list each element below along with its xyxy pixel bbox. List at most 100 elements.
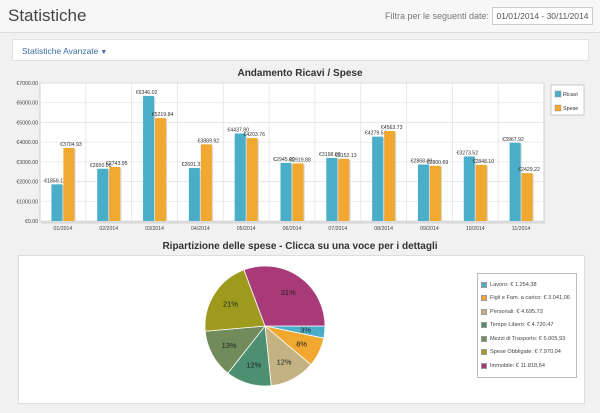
pie-legend-item[interactable]: Tempo Libero: € 4.720,47 [481,319,573,333]
y-tick-label: €6000.00 [16,101,38,107]
bar-spese[interactable] [384,131,396,221]
bar-value-label: €3198.00 [319,152,341,158]
pie-chart: 3% 8% 12% 12% 13% 21% 31% [204,265,326,387]
x-tick-label: 03/2014 [145,226,164,232]
x-tick-label: 04/2014 [191,226,210,232]
y-tick-label: €1000.00 [16,199,38,205]
bar-value-label: €4437.80 [227,128,249,134]
bar-value-label: €2429.22 [518,167,540,173]
pie-slice-label: 3% [300,326,311,335]
bar-spese[interactable] [155,118,167,221]
bar-value-label: €2650.00 [90,163,112,169]
bar-spese[interactable] [246,138,258,221]
pie-legend-item[interactable]: Personali: € 4.695,73 [481,305,573,319]
bar-value-label: €1859.11 [44,178,65,184]
legend-swatch [481,349,487,356]
page-title: Statistiche [8,6,87,25]
advanced-stats-dropdown[interactable]: Statistiche Avanzate ▼ [22,46,107,56]
x-tick-label: 08/2014 [374,226,393,232]
bar-spese[interactable] [475,164,487,221]
legend-swatch [481,322,487,329]
pie-legend-label: Mezzi di Trasporto: € 5.005,93 [490,335,566,342]
pie-legend-label: Immobile: € 11.818,64 [490,362,545,369]
y-tick-label: €2000.00 [16,180,38,186]
pie-legend-item[interactable]: Lavoro: € 1.254,38 [481,278,573,292]
bar-chart-title: Andamento Ricavi / Spese [237,68,363,79]
bar-spese[interactable] [338,158,350,221]
pie-slice-label: 12% [246,361,261,370]
bar-value-label: €3889.92 [198,138,220,144]
bar-spese[interactable] [109,166,121,221]
bar-value-label: €2868.00 [411,158,433,164]
pie-legend-label: Lavoro: € 1.254,38 [490,281,537,288]
bar-value-label: €6346.02 [136,90,158,96]
pie-slice-label: 12% [277,358,292,367]
pie-slice-label: 8% [296,339,307,348]
bar-value-label: €2800.69 [427,160,449,166]
bar-ricavi[interactable] [463,156,475,221]
pie-slice-label: 31% [281,288,296,297]
bar-ricavi[interactable] [509,142,521,221]
pie-legend-label: Personali: € 4.695,73 [490,308,543,315]
advanced-stats-bar: Statistiche Avanzate ▼ [12,39,589,61]
pie-slice-spese-obbligate[interactable] [204,269,266,332]
header-bar: Statistiche Filtra per le seguenti date:… [0,0,600,33]
bar-ricavi[interactable] [417,164,429,221]
legend-swatch [481,308,487,315]
bar-chart-panel: €0.00 €1000.00 €2000.00 €3000.00 €4000.00 €50… [12,80,589,240]
bar-ricavi[interactable] [97,168,109,221]
pie-slice-label: 13% [222,341,237,350]
pie-legend-label: Spese Obbligate: € 7.970,04 [490,349,561,356]
bar-ricavi[interactable] [51,184,63,221]
y-tick-label: €5000.00 [16,120,38,126]
pie-legend: Lavoro: € 1.254,38 Figli e Fam. a carico:… [477,273,577,378]
legend-swatch [554,90,562,98]
bar-ricavi[interactable] [143,95,155,221]
bar-value-label: €2945.00 [273,157,295,163]
legend-label-spese[interactable]: Spese [563,106,578,112]
bar-ricavi[interactable] [188,167,200,221]
legend-swatch [481,335,487,342]
advanced-stats-label: Statistiche Avanzate [22,46,99,56]
pie-slice-immobile[interactable] [243,265,326,327]
bar-chart: €0.00 €1000.00 €2000.00 €3000.00 €4000.00 €50… [16,81,585,232]
legend-swatch [481,362,487,369]
bar-value-label: €4203.76 [243,132,265,138]
pie-legend-label: Tempo Libero: € 4.720,47 [490,322,554,329]
bar-spese[interactable] [521,173,533,221]
legend-label-ricavi[interactable]: Ricavi [563,92,578,98]
pie-chart-title: Ripartizione delle spese - Clicca su una… [162,241,438,252]
bar-spese[interactable] [292,163,304,221]
bar-value-label: €3967.92 [502,137,524,143]
bar-ricavi[interactable] [326,157,338,221]
bar-value-label: €4563.73 [381,125,403,131]
bar-value-label: €5219.84 [152,112,174,118]
bar-value-label: €3273.52 [456,150,478,156]
x-tick-label: 07/2014 [328,226,347,232]
bar-ricavi[interactable] [372,136,384,221]
x-tick-label: 01/2014 [54,226,73,232]
pie-legend-item[interactable]: Immobile: € 11.818,64 [481,359,573,373]
legend-swatch [554,104,562,112]
bar-spese[interactable] [429,165,441,221]
pie-legend-item[interactable]: Figli e Fam. a carico: € 3.041,06 [481,292,573,306]
caret-down-icon: ▼ [100,49,108,56]
x-tick-label: 10/2014 [466,226,485,232]
bar-value-label: €2919.88 [289,157,311,163]
y-tick-label: €0.00 [25,219,38,225]
y-tick-label: €3000.00 [16,160,38,166]
legend-swatch [481,295,487,302]
bar-ricavi[interactable] [280,162,292,221]
pie-legend-item[interactable]: Mezzi di Trasporto: € 5.005,93 [481,332,573,346]
bar-value-label: €3152.13 [335,153,357,159]
legend-swatch [481,281,487,288]
date-range-input[interactable]: 01/01/2014 - 30/11/2014 [492,7,593,25]
bar-spese[interactable] [200,144,212,221]
bar-spese[interactable] [63,147,75,221]
pie-slice-label: 21% [223,300,238,309]
bar-ricavi[interactable] [234,133,246,221]
date-filter-label: Filtra per le seguenti date: [385,11,490,21]
y-tick-label: €4000.00 [16,140,38,146]
bar-value-label: €4279.54 [365,131,387,137]
pie-legend-item[interactable]: Spese Obbligate: € 7.970,04 [481,346,573,360]
